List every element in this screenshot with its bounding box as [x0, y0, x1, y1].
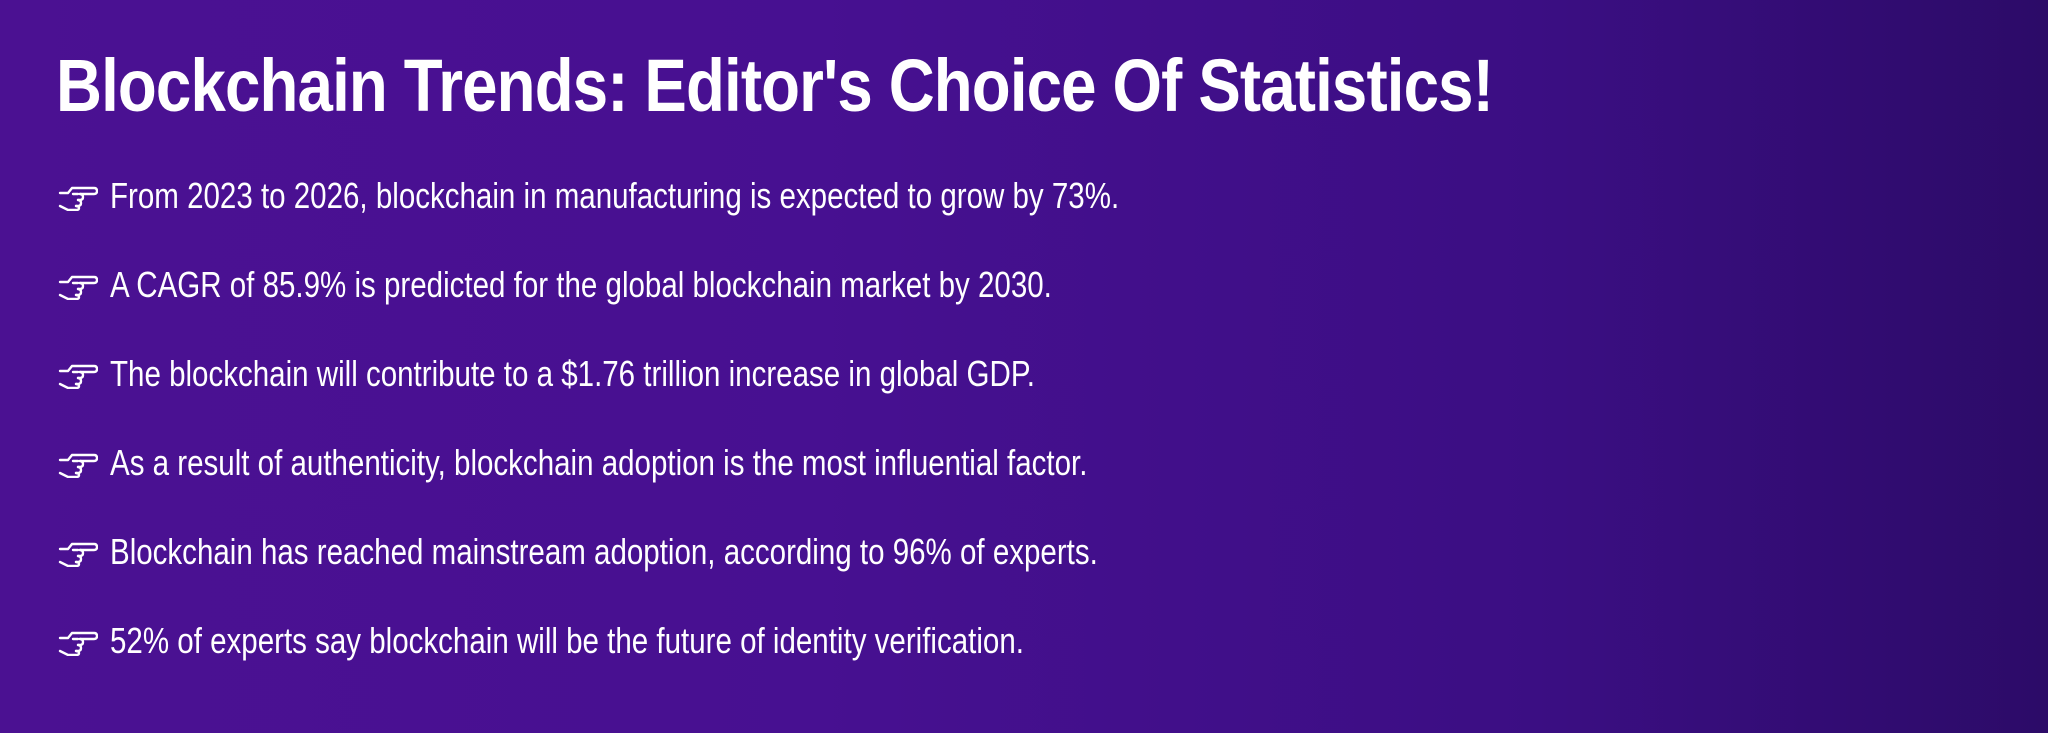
- pointing-hand-icon: [58, 448, 98, 478]
- statistic-text: 52% of experts say blockchain will be th…: [110, 620, 1024, 661]
- statistic-text: As a result of authenticity, blockchain …: [110, 442, 1088, 483]
- pointing-hand-icon: [58, 626, 98, 656]
- page-title: Blockchain Trends: Editor's Choice Of St…: [56, 44, 1494, 127]
- list-item: As a result of authenticity, blockchain …: [58, 441, 1341, 484]
- list-item: Blockchain has reached mainstream adopti…: [58, 530, 1341, 573]
- statistic-text: The blockchain will contribute to a $1.7…: [110, 353, 1035, 394]
- statistic-text: Blockchain has reached mainstream adopti…: [110, 531, 1098, 572]
- pointing-hand-icon: [58, 270, 98, 300]
- list-item: 52% of experts say blockchain will be th…: [58, 619, 1341, 662]
- pointing-hand-icon: [58, 359, 98, 389]
- pointing-hand-icon: [58, 537, 98, 567]
- statistic-text: From 2023 to 2026, blockchain in manufac…: [110, 175, 1120, 216]
- statistic-text: A CAGR of 85.9% is predicted for the glo…: [110, 264, 1052, 305]
- statistics-list: From 2023 to 2026, blockchain in manufac…: [58, 174, 1341, 708]
- pointing-hand-icon: [58, 181, 98, 211]
- list-item: From 2023 to 2026, blockchain in manufac…: [58, 174, 1341, 217]
- list-item: A CAGR of 85.9% is predicted for the glo…: [58, 263, 1341, 306]
- list-item: The blockchain will contribute to a $1.7…: [58, 352, 1341, 395]
